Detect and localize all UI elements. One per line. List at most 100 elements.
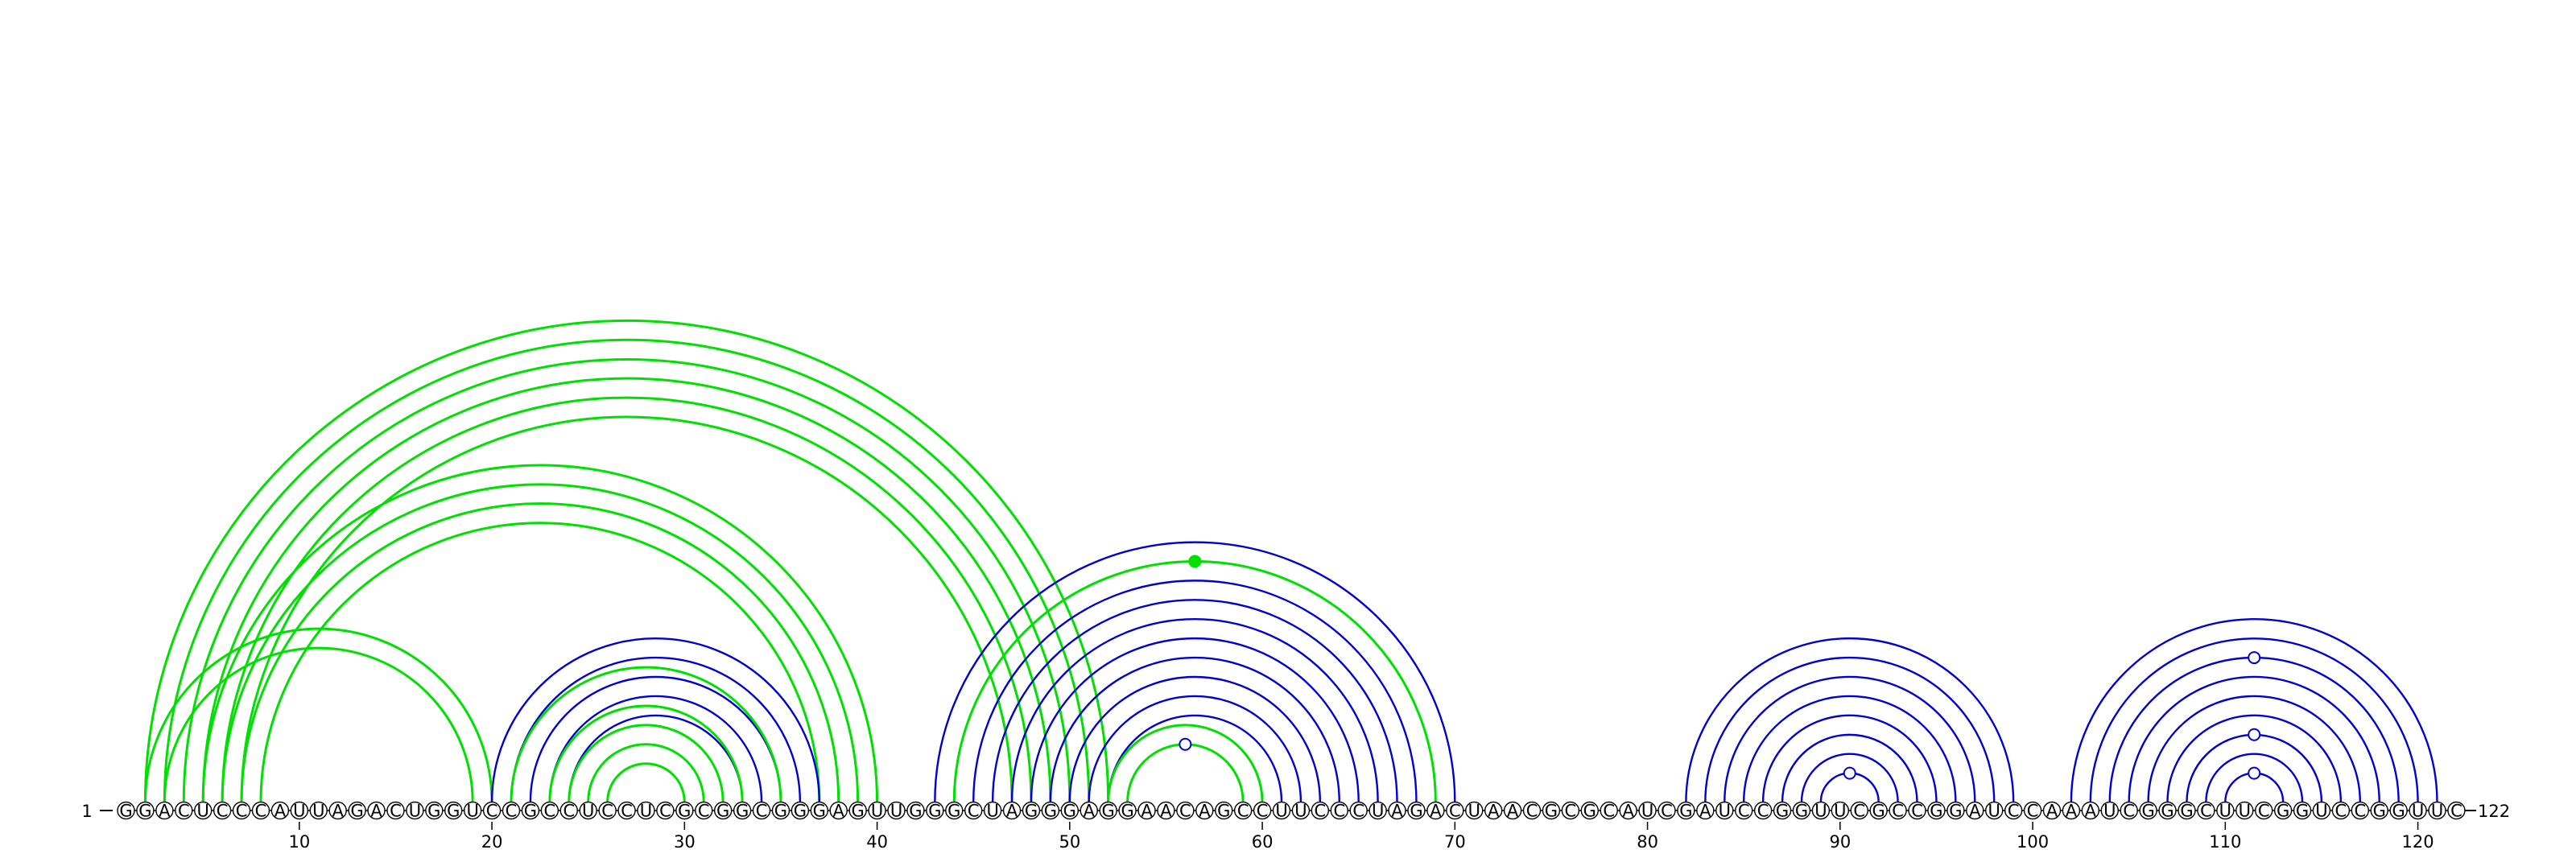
nucleotide-86: C xyxy=(1753,802,1773,821)
nucleotide-9: A xyxy=(270,801,290,821)
nucleotide-letter: G xyxy=(427,802,440,821)
nucleotide-113: G xyxy=(2273,801,2293,821)
nucleotide-111: U xyxy=(2235,802,2254,821)
nucleotide-63: C xyxy=(1311,802,1330,821)
nucleotide-letter: G xyxy=(1795,802,1808,821)
nucleotide-letter: U xyxy=(312,802,324,821)
nucleotide-letter: C xyxy=(1333,802,1345,821)
nucleotide-106: G xyxy=(2139,802,2157,821)
nucleotide-circle xyxy=(1850,801,1868,820)
nucleotide-letter: C xyxy=(2200,802,2212,821)
nucleotide-letter: G xyxy=(1545,802,1558,821)
nucleotide-107: G xyxy=(2158,802,2177,821)
nucleotide-circle xyxy=(1080,801,1098,820)
nucleotide-circle xyxy=(1041,801,1060,820)
nucleotide-letter: G xyxy=(1872,802,1885,821)
nucleotide-circle xyxy=(1426,801,1445,820)
pair-arc-83-98 xyxy=(1704,656,1996,802)
nucleotide-circle xyxy=(2062,801,2081,820)
nucleotide-circle xyxy=(348,801,366,820)
nucleotide-102: A xyxy=(2062,801,2081,821)
nucleotide-letter: G xyxy=(1949,802,1962,821)
nucleotide-circle xyxy=(1734,801,1753,820)
nucleotide-letter: A xyxy=(2085,802,2097,821)
nucleotide-28: U xyxy=(637,801,655,821)
nucleotide-circle xyxy=(1484,801,1503,820)
nucleotide-circle xyxy=(1792,801,1811,820)
nucleotide-circle xyxy=(2273,801,2293,820)
nucleotide-108: G xyxy=(2178,802,2196,821)
nucleotide-25: U xyxy=(579,802,597,821)
tick-label-30: 30 xyxy=(674,832,696,852)
pair-arc-6-48 xyxy=(222,398,1031,802)
tick-label-50: 50 xyxy=(1059,832,1080,852)
nucleotide-letter: U xyxy=(2239,802,2251,821)
nucleotide-circle xyxy=(193,801,213,820)
nucleotide-circle xyxy=(2428,801,2446,820)
tick-label-10: 10 xyxy=(288,832,310,852)
nucleotide-circle xyxy=(637,801,655,820)
nucleotide-1: G xyxy=(117,802,135,821)
pair-arc-2-20 xyxy=(143,627,493,802)
nucleotide-letter: C xyxy=(390,802,402,821)
nucleotide-circle xyxy=(713,801,733,820)
nucleotide-26: C xyxy=(598,802,617,821)
backbone-layer: 1 122 xyxy=(81,802,2510,821)
nucleotide-circle xyxy=(791,801,810,820)
nucleotide-circle xyxy=(1195,801,1214,820)
nucleotide-circle xyxy=(444,801,463,820)
nucleotide-circle xyxy=(2004,801,2023,820)
nucleotide-29: C xyxy=(656,802,675,821)
nucleotide-46: U xyxy=(983,802,1002,821)
nucleotide-53: G xyxy=(1118,802,1137,821)
nucleotide-circle xyxy=(270,801,290,820)
tick-label-100: 100 xyxy=(2017,832,2049,852)
pair-arc-43-70 xyxy=(934,542,1456,802)
nucleotide-85: C xyxy=(1734,801,1753,821)
nucleotide-circle xyxy=(1137,801,1156,820)
nucleotide-91: C xyxy=(1850,801,1868,821)
nucleotide-circle xyxy=(1869,801,1888,820)
tick-label-20: 20 xyxy=(481,832,503,852)
nucleotide-letter: A xyxy=(2066,802,2078,821)
nucleotide-circle xyxy=(2312,801,2331,820)
nucleotide-34: C xyxy=(752,802,771,821)
nucleotide-circle xyxy=(2100,801,2119,820)
nucleotide-circle xyxy=(1908,801,1926,820)
nucleotide-letter: C xyxy=(1738,802,1750,821)
nucleotide-105: C xyxy=(2120,802,2138,821)
pair-arc-24-33 xyxy=(568,714,744,802)
nucleotide-15: C xyxy=(386,802,405,821)
nucleotide-61: U xyxy=(1272,802,1291,821)
nucleotide-54: A xyxy=(1137,801,1156,821)
nucleotide-circle xyxy=(810,801,828,820)
nucleotide-51: A xyxy=(1080,801,1098,821)
pair-arc-45-68 xyxy=(973,580,1416,802)
nucleotide-circle xyxy=(521,801,540,820)
nucleotide-110: U xyxy=(2216,802,2235,821)
pair-arc-86-95 xyxy=(1761,715,1938,802)
nucleotide-64: C xyxy=(1330,802,1348,821)
nucleotide-letter: A xyxy=(275,802,287,821)
arc-marker-89-92 xyxy=(1843,766,1856,780)
nucleotide-circle xyxy=(1831,801,1850,820)
nucleotide-letter: U xyxy=(197,802,209,821)
nucleotide-letter: G xyxy=(852,802,865,821)
nucleotide-letter: C xyxy=(217,802,229,821)
nucleotide-letter: G xyxy=(2180,802,2193,821)
nucleotide-21: C xyxy=(502,802,521,821)
nucleotide-circle xyxy=(1927,801,1946,820)
nucleotide-letter: C xyxy=(1449,802,1461,821)
nucleotide-circle xyxy=(463,801,482,820)
nucleotide-41: U xyxy=(887,802,906,821)
nucleotide-letter: G xyxy=(1930,802,1942,821)
nucleotide-98: U xyxy=(1985,802,2004,821)
nucleotide-18: G xyxy=(444,801,463,821)
nucleotide-letter: G xyxy=(2392,802,2405,821)
nucleotide-circle xyxy=(290,801,309,820)
nucleotide-37: G xyxy=(810,801,828,821)
nucleotide-39: G xyxy=(848,802,867,821)
nucleotide-letter: C xyxy=(255,802,267,821)
nucleotide-letter: C xyxy=(1526,802,1538,821)
nucleotide-5: U xyxy=(193,801,213,821)
